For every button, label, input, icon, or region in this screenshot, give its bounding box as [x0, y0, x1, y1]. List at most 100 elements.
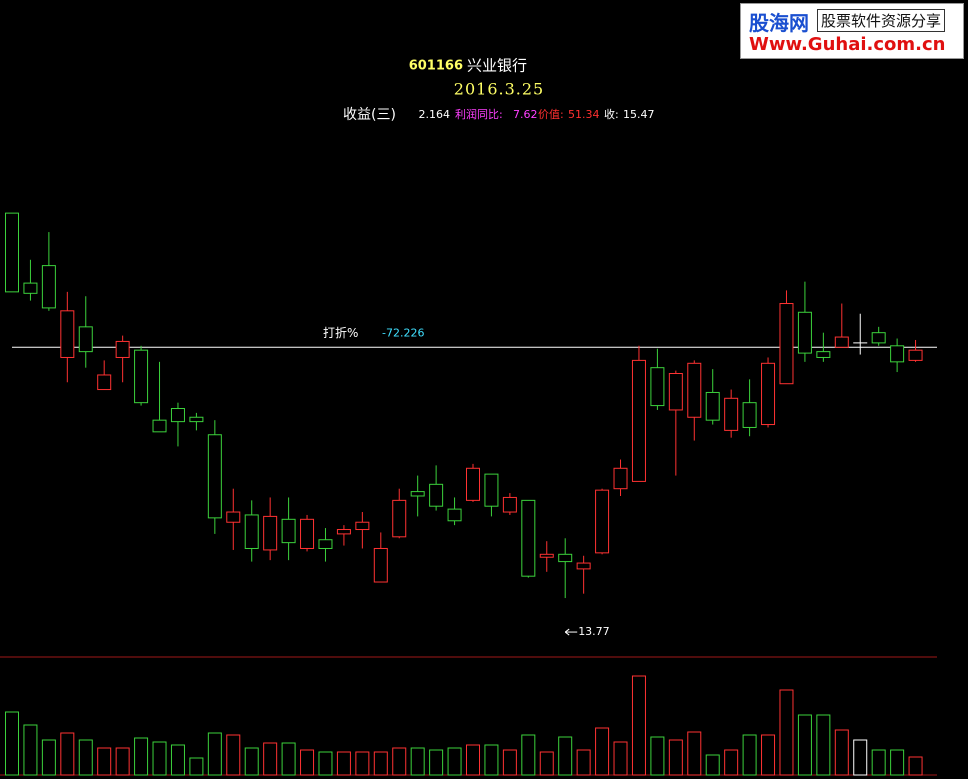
date: 2016.3.25 — [454, 80, 544, 99]
indicator-label: 利润同比: — [455, 107, 503, 121]
volume-bar — [244, 747, 259, 776]
candle-body — [373, 547, 388, 583]
volume-bar — [281, 742, 296, 776]
volume-bar — [853, 739, 868, 776]
candle-body — [890, 345, 905, 363]
candle-body — [724, 397, 739, 431]
candle-body — [23, 282, 38, 294]
volume-bar — [631, 675, 646, 776]
candle-body — [834, 336, 849, 348]
candle-body — [466, 467, 480, 501]
volume-bar — [466, 744, 480, 776]
volume-bar — [558, 736, 573, 776]
volume-bar — [908, 756, 923, 776]
volume-bar — [170, 744, 185, 776]
indicator-label: 收: — [604, 107, 619, 121]
volume-bar — [668, 739, 683, 776]
candle-body — [244, 514, 259, 549]
candle-body — [60, 310, 75, 358]
volume-bar — [134, 737, 149, 776]
volume-bar — [115, 747, 130, 776]
candle-body — [152, 419, 167, 433]
volume-bar — [871, 749, 886, 776]
indicator-value: 15.47 — [623, 108, 655, 121]
low-arrow-head — [564, 628, 570, 636]
candle-body — [115, 340, 130, 358]
candle-body — [779, 303, 794, 385]
candle-body — [97, 374, 112, 391]
stock-name: 兴业银行 — [467, 57, 527, 75]
candle-body — [816, 351, 831, 358]
volume-bar — [539, 751, 554, 776]
volume-bar — [300, 749, 315, 776]
volume-bar — [797, 714, 812, 776]
candle-body — [318, 539, 333, 549]
volume-bar — [152, 741, 167, 776]
volume-bar — [263, 742, 278, 776]
candle-body — [189, 416, 204, 423]
candle-body — [797, 311, 812, 354]
candle-body — [687, 362, 702, 418]
candle-body — [502, 496, 517, 513]
candle-body — [631, 359, 646, 482]
candle-body — [871, 332, 886, 344]
logo-url: Www.Guhai.com.cn — [749, 34, 946, 55]
volume-bar — [521, 734, 536, 776]
candle-body — [521, 499, 536, 577]
candle-body — [392, 499, 407, 538]
reference-label: 打折% — [323, 325, 358, 340]
indicator-value: 2.164 — [419, 108, 451, 121]
candle-body — [5, 212, 19, 293]
candle-body — [908, 349, 923, 361]
candle-body — [263, 515, 278, 551]
candle-body — [207, 434, 222, 519]
volume-bar — [189, 757, 204, 776]
volume-bar — [816, 714, 831, 776]
candle-body — [650, 367, 665, 407]
candle-body — [761, 362, 776, 426]
candle-body — [170, 408, 185, 423]
candle-body — [226, 511, 241, 523]
volume-bar — [484, 744, 499, 776]
volume-bar — [60, 732, 75, 776]
reference-value: -72.226 — [382, 326, 424, 339]
volume-bar — [5, 711, 19, 776]
volume-bar — [355, 751, 370, 776]
volume-bar — [410, 747, 425, 776]
candle-body — [41, 265, 56, 309]
volume-bar — [834, 729, 849, 776]
volume-bar — [890, 749, 905, 776]
volume-bar — [429, 749, 444, 776]
candle-body — [281, 518, 296, 544]
volume-bar — [595, 727, 610, 776]
volume-bar — [373, 751, 388, 776]
stock-code: 601166 — [409, 59, 463, 74]
candle-body — [484, 473, 499, 507]
volume-bar — [392, 747, 407, 776]
candle-body — [539, 553, 554, 558]
candle-body — [668, 373, 683, 411]
candle-body — [613, 467, 628, 490]
candle-body — [558, 553, 573, 563]
volume-bar — [650, 736, 665, 776]
volume-bar — [502, 749, 517, 776]
volume-bar — [724, 749, 739, 776]
candle-body — [447, 508, 462, 522]
indicator-label: 收益(三) — [343, 107, 396, 123]
indicator-value: 51.34 — [568, 108, 600, 121]
logo[interactable]: 股海网 股票软件资源分享 Www.Guhai.com.cn — [740, 3, 964, 59]
candle-body — [336, 529, 351, 535]
candle-body — [576, 562, 591, 570]
volume-bar — [23, 724, 38, 776]
volume-bar — [761, 734, 776, 776]
volume-bar — [576, 749, 591, 776]
candle-body — [429, 483, 444, 507]
volume-bar — [779, 689, 794, 776]
volume-bar — [336, 751, 351, 776]
candle-body — [355, 521, 370, 531]
indicator-label: 价值: — [538, 108, 564, 121]
candle-body — [742, 402, 757, 428]
volume-bar — [613, 741, 628, 776]
